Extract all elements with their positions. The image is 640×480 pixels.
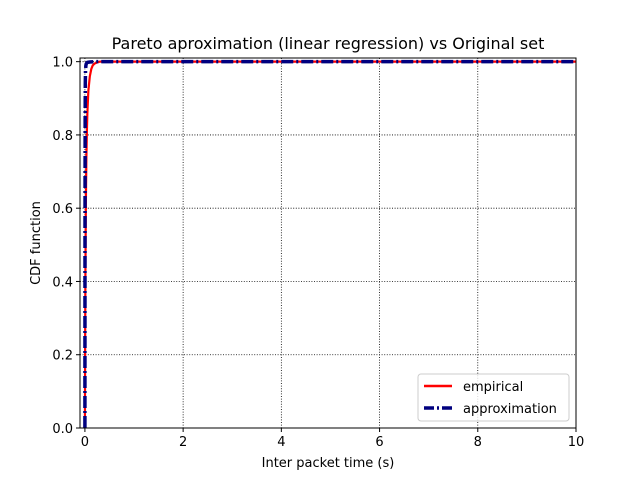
series-layer <box>83 59 576 429</box>
legend-box <box>417 373 570 422</box>
chart-title: Pareto aproximation (linear regression) … <box>112 34 545 53</box>
x-tick-label: 4 <box>277 435 285 450</box>
x-tick-label: 0 <box>81 435 89 450</box>
x-tick-label: 2 <box>179 435 187 450</box>
ticks: 0 2 4 6 8 10 0.0 0.2 0.4 0.6 0.8 1.0 <box>52 56 584 450</box>
series-line-approximation <box>83 59 576 429</box>
x-tick-label: 10 <box>568 435 585 450</box>
y-tick-label: 1.0 <box>52 56 73 71</box>
legend-label-approximation: approximation <box>463 402 557 417</box>
grid <box>80 58 577 429</box>
x-tick-label: 8 <box>474 435 482 450</box>
plot-frame <box>79 57 577 429</box>
y-tick-label: 0.6 <box>52 202 73 217</box>
x-tick-label: 6 <box>375 435 383 450</box>
series-line-empirical <box>83 60 576 429</box>
legend: empirical approximation <box>417 373 570 422</box>
y-tick-label: 0.8 <box>52 129 73 144</box>
y-axis-label: CDF function <box>29 201 44 285</box>
y-tick-label: 0.2 <box>52 349 73 364</box>
x-axis-label: Inter packet time (s) <box>262 456 395 471</box>
y-tick-label: 0.0 <box>52 422 73 437</box>
y-tick-label: 0.4 <box>52 275 73 290</box>
legend-label-empirical: empirical <box>463 380 523 395</box>
